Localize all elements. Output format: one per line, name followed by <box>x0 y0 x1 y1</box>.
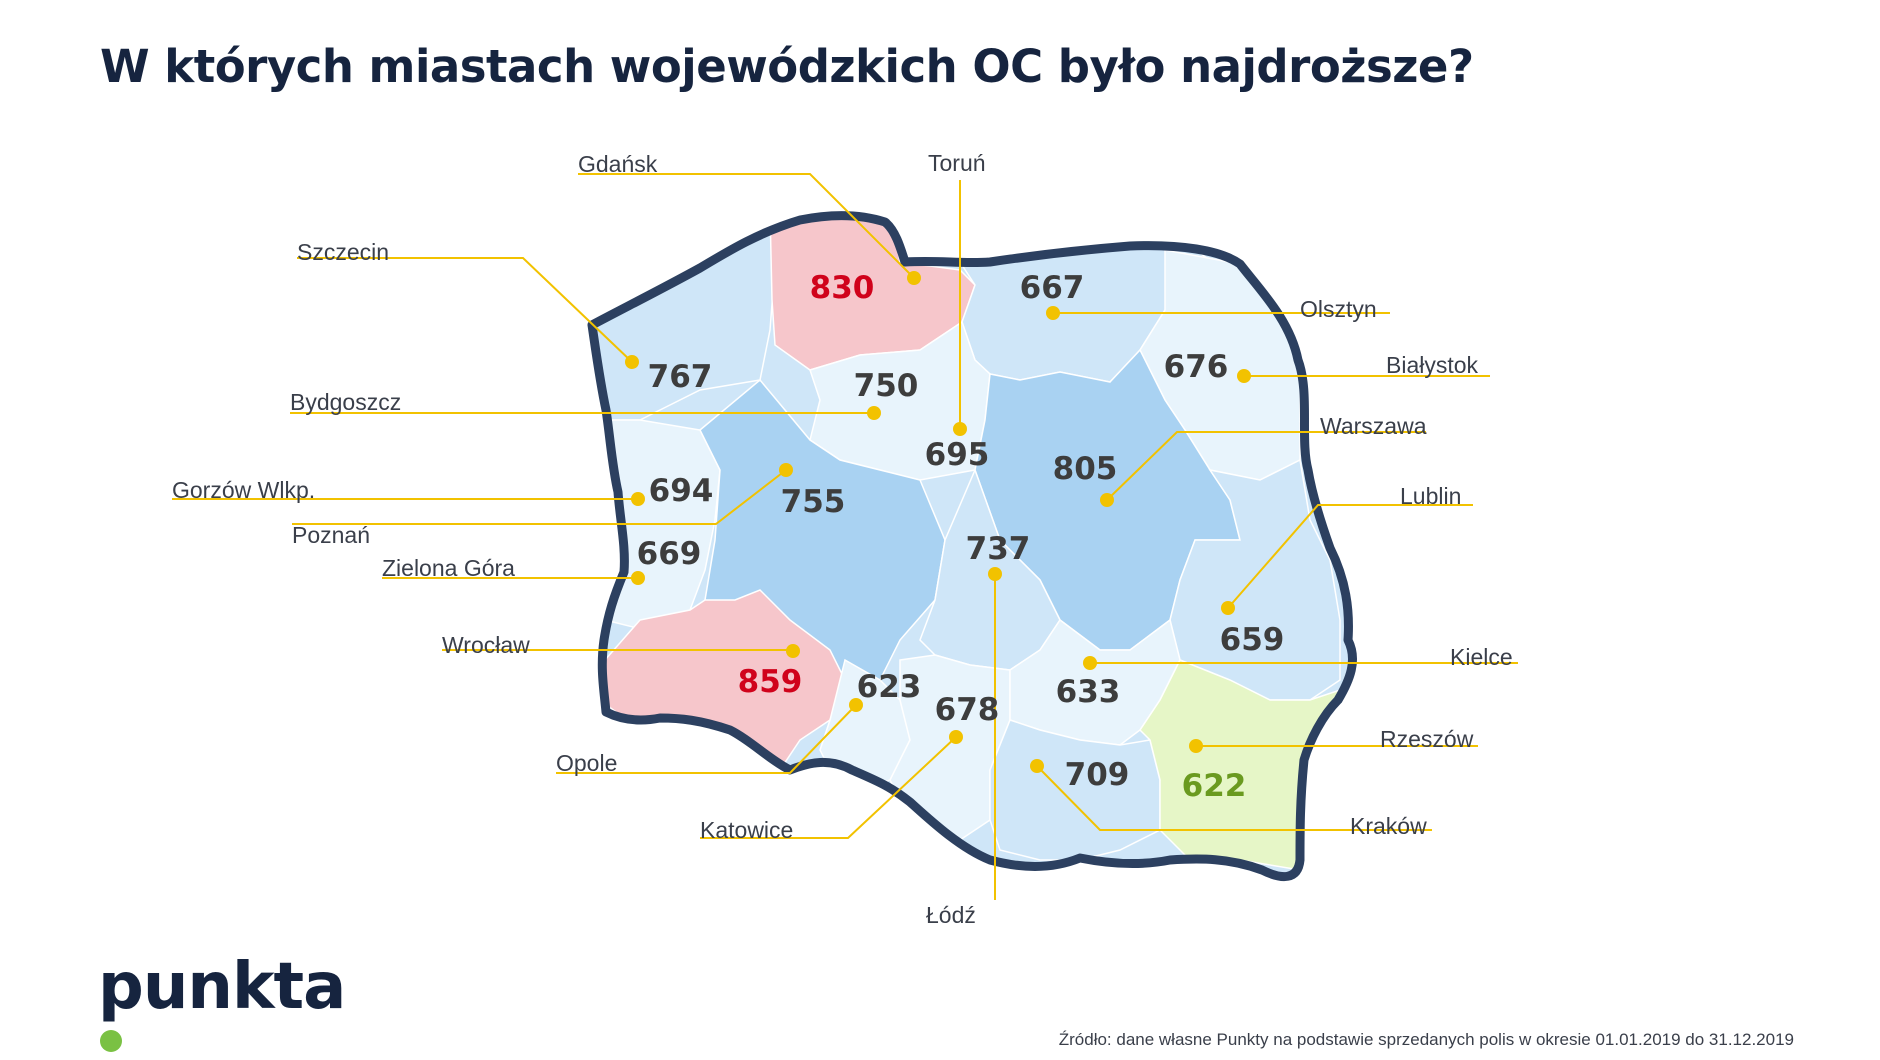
leader-lines <box>172 173 1518 900</box>
logo-wordmark: punkta <box>98 950 346 1024</box>
punkta-logo: punkta <box>98 950 378 1060</box>
region-value: 830 <box>810 270 875 306</box>
city-dot <box>631 571 645 585</box>
city-label: Szczecin <box>297 239 389 265</box>
region-value: 659 <box>1220 622 1285 658</box>
region-value: 669 <box>637 536 702 572</box>
city-dot <box>907 271 921 285</box>
region-value: 695 <box>925 437 990 473</box>
city-labels: Szczecin Gdańsk Olsztyn Białystok Bydgoszcz T… <box>172 150 1513 928</box>
leader-line <box>292 469 787 525</box>
city-dot <box>779 463 793 477</box>
city-label: Zielona Góra <box>382 555 515 581</box>
city-dot <box>1083 656 1097 670</box>
city-label: Kielce <box>1450 644 1513 670</box>
region-krakow <box>989 719 1161 861</box>
leader-line <box>297 257 633 363</box>
city-dot <box>631 492 645 506</box>
page-title: W których miastach wojewódzkich OC było … <box>100 40 1474 93</box>
region-value: 859 <box>738 664 803 700</box>
city-dot <box>786 644 800 658</box>
city-dot <box>949 730 963 744</box>
region-katowice <box>889 654 1011 841</box>
city-label: Białystok <box>1386 352 1479 378</box>
city-dot <box>1221 601 1235 615</box>
city-label: Gdańsk <box>578 151 658 177</box>
city-label: Wrocław <box>442 632 530 658</box>
region-value: 678 <box>935 692 1000 728</box>
city-dot <box>988 567 1002 581</box>
city-dot <box>867 406 881 420</box>
logo-dot-icon <box>100 1030 122 1052</box>
leader-line <box>1106 431 1426 501</box>
region-value: 805 <box>1053 451 1118 487</box>
city-dot <box>1046 306 1060 320</box>
city-dot <box>1100 493 1114 507</box>
region-value: 676 <box>1164 349 1229 385</box>
region-value: 623 <box>857 669 922 705</box>
city-label: Opole <box>556 750 617 776</box>
leader-line <box>1036 765 1432 831</box>
city-dot <box>1030 759 1044 773</box>
leader-line <box>556 704 857 774</box>
city-dot <box>1237 369 1251 383</box>
region-value: 709 <box>1065 757 1130 793</box>
city-label: Gorzów Wlkp. <box>172 477 315 503</box>
region-value: 750 <box>854 368 919 404</box>
city-label: Warszawa <box>1320 413 1427 439</box>
region-value: 737 <box>966 531 1031 567</box>
city-dot <box>953 422 967 436</box>
leader-line <box>700 736 957 839</box>
city-label: Toruń <box>928 150 986 176</box>
city-label: Katowice <box>700 817 793 843</box>
city-label: Bydgoszcz <box>290 389 401 415</box>
city-label: Lublin <box>1400 483 1461 509</box>
region-value: 667 <box>1020 270 1085 306</box>
leader-line <box>578 173 915 279</box>
region-value: 767 <box>648 359 713 395</box>
region-value: 755 <box>781 484 846 520</box>
region-value: 633 <box>1056 674 1121 710</box>
city-label: Łódź <box>926 902 976 928</box>
city-dots <box>625 271 1251 773</box>
city-dot <box>625 355 639 369</box>
city-label: Rzeszów <box>1380 726 1474 752</box>
city-dot <box>1189 739 1203 753</box>
voivodeship-regions <box>592 215 1353 877</box>
region-value: 694 <box>649 473 714 509</box>
region-value: 622 <box>1182 768 1247 804</box>
source-note: Źródło: dane własne Punkty na podstawie … <box>1058 1030 1794 1049</box>
city-label: Kraków <box>1350 813 1427 839</box>
city-label: Olsztyn <box>1300 296 1377 322</box>
leader-line <box>1227 504 1473 609</box>
city-dot <box>849 698 863 712</box>
city-label: Poznań <box>292 522 370 548</box>
